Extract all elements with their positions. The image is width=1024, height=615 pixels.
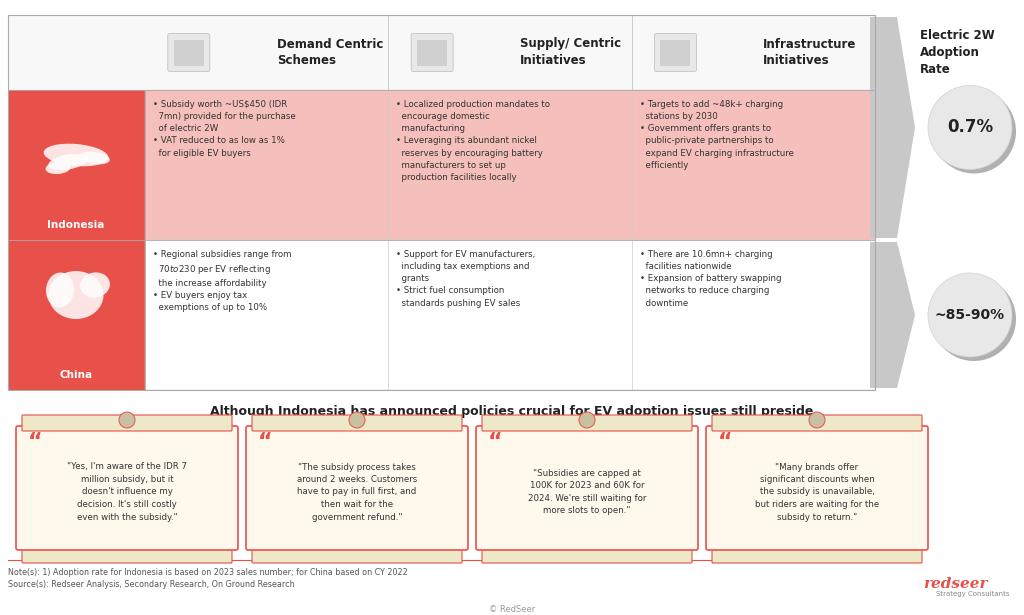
- Ellipse shape: [80, 152, 110, 164]
- Circle shape: [809, 412, 825, 428]
- Bar: [145, 240, 874, 390]
- Ellipse shape: [44, 144, 109, 166]
- Text: “: “: [258, 432, 272, 452]
- Bar: [8, 90, 145, 240]
- Circle shape: [349, 412, 365, 428]
- Text: • Subsidy worth ~US$450 (IDR
  7mn) provided for the purchase
  of electric 2W
•: • Subsidy worth ~US$450 (IDR 7mn) provid…: [153, 100, 296, 157]
- Circle shape: [928, 85, 1012, 170]
- Circle shape: [932, 90, 1016, 173]
- Ellipse shape: [48, 154, 88, 170]
- FancyBboxPatch shape: [712, 415, 922, 431]
- FancyBboxPatch shape: [706, 426, 928, 550]
- Text: Electric 2W
Adoption
Rate: Electric 2W Adoption Rate: [920, 29, 994, 76]
- Text: “: “: [28, 432, 43, 452]
- Text: "The subsidy process takes
around 2 weeks. Customers
have to pay in full first, : "The subsidy process takes around 2 week…: [297, 462, 417, 522]
- Bar: [145, 90, 874, 240]
- Bar: [8, 15, 874, 390]
- Text: • Regional subsidies range from
  $70 to $230 per EV reflecting
  the increase a: • Regional subsidies range from $70 to $…: [153, 250, 292, 312]
- Circle shape: [579, 412, 595, 428]
- FancyBboxPatch shape: [16, 426, 238, 550]
- FancyBboxPatch shape: [654, 33, 696, 71]
- Text: • Localized production mandates to
  encourage domestic
  manufacturing
• Levera: • Localized production mandates to encou…: [396, 100, 550, 182]
- FancyBboxPatch shape: [252, 545, 462, 563]
- Text: Source(s): Redseer Analysis, Secondary Research, On Ground Research: Source(s): Redseer Analysis, Secondary R…: [8, 580, 295, 589]
- Polygon shape: [870, 242, 915, 388]
- FancyBboxPatch shape: [252, 415, 462, 431]
- Ellipse shape: [48, 271, 103, 319]
- Bar: [8, 240, 145, 390]
- Polygon shape: [870, 17, 915, 238]
- Circle shape: [932, 277, 1016, 361]
- Text: • There are 10.6mn+ charging
  facilities nationwide
• Expansion of battery swap: • There are 10.6mn+ charging facilities …: [640, 250, 781, 308]
- Text: ~85-90%: ~85-90%: [935, 308, 1006, 322]
- Text: Strategy Consultants: Strategy Consultants: [937, 591, 1010, 597]
- Text: • Targets to add ~48k+ charging
  stations by 2030
• Government offers grants to: • Targets to add ~48k+ charging stations…: [640, 100, 794, 170]
- Circle shape: [928, 273, 1012, 357]
- FancyBboxPatch shape: [246, 426, 468, 550]
- Ellipse shape: [45, 162, 71, 174]
- Ellipse shape: [80, 272, 110, 298]
- FancyBboxPatch shape: [22, 415, 232, 431]
- FancyBboxPatch shape: [168, 33, 210, 71]
- Text: Indonesia: Indonesia: [47, 220, 104, 230]
- Text: Supply/ Centric
Initiatives: Supply/ Centric Initiatives: [520, 38, 622, 68]
- Bar: [660, 39, 690, 66]
- Text: Demand Centric
Schemes: Demand Centric Schemes: [276, 38, 383, 68]
- Text: "Yes, I'm aware of the IDR 7
million subsidy, but it
doesn't influence my
decisi: "Yes, I'm aware of the IDR 7 million sub…: [67, 462, 187, 522]
- Text: redseer: redseer: [924, 577, 988, 591]
- Text: “: “: [488, 432, 503, 452]
- FancyBboxPatch shape: [22, 545, 232, 563]
- FancyBboxPatch shape: [482, 415, 692, 431]
- FancyBboxPatch shape: [482, 545, 692, 563]
- Ellipse shape: [46, 272, 74, 308]
- Bar: [8, 15, 874, 90]
- Text: Infrastructure
Initiatives: Infrastructure Initiatives: [763, 38, 857, 68]
- Text: 0.7%: 0.7%: [947, 119, 993, 137]
- Text: China: China: [59, 370, 92, 380]
- Text: "Many brands offer
significant discounts when
the subsidy is unavailable,
but ri: "Many brands offer significant discounts…: [755, 462, 880, 522]
- Text: “: “: [718, 432, 732, 452]
- Bar: [174, 39, 204, 66]
- Circle shape: [119, 412, 135, 428]
- Text: • Support for EV manufacturers,
  including tax exemptions and
  grants
• Strict: • Support for EV manufacturers, includin…: [396, 250, 536, 308]
- Text: © RedSeer: © RedSeer: [488, 605, 536, 614]
- FancyBboxPatch shape: [476, 426, 698, 550]
- FancyBboxPatch shape: [712, 545, 922, 563]
- Text: Note(s): 1) Adoption rate for Indonesia is based on 2023 sales number; for China: Note(s): 1) Adoption rate for Indonesia …: [8, 568, 408, 577]
- Bar: [417, 39, 447, 66]
- Text: "Subsidies are capped at
100K for 2023 and 60K for
2024. We're still waiting for: "Subsidies are capped at 100K for 2023 a…: [527, 469, 646, 515]
- FancyBboxPatch shape: [411, 33, 454, 71]
- Text: Although Indonesia has announced policies crucial for EV adoption issues still p: Although Indonesia has announced policie…: [210, 405, 814, 418]
